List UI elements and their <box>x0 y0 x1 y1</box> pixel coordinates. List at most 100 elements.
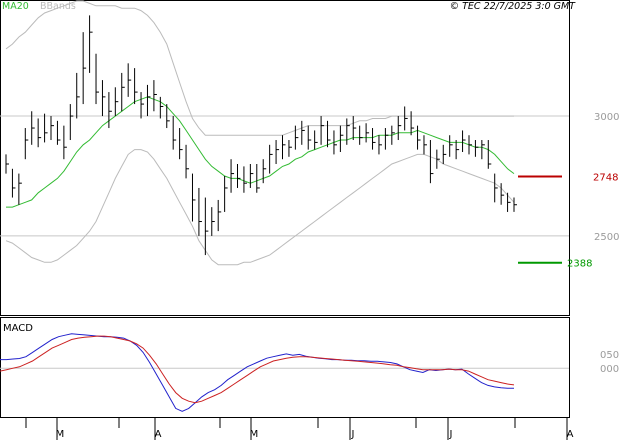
price-bar <box>211 207 215 236</box>
price-bar <box>462 130 466 153</box>
price-tick-label: 2500 <box>594 232 619 243</box>
ma20-series-line <box>6 96 515 208</box>
price-bar <box>18 173 22 205</box>
price-bar <box>269 144 273 174</box>
price-bar <box>365 123 370 143</box>
price-bar <box>37 118 42 148</box>
price-bar <box>31 111 35 145</box>
macd-panel-label: MACD <box>3 323 33 334</box>
price-bar <box>307 125 312 150</box>
price-bar <box>436 149 440 169</box>
price-bar <box>11 168 16 198</box>
price-levels: 2748 2388 <box>518 172 618 270</box>
price-bar <box>243 166 247 193</box>
y-tick-labels: 3000 2500 050 000 <box>594 112 619 375</box>
price-bar <box>121 72 125 112</box>
price-bar <box>230 159 235 193</box>
price-bar <box>76 72 80 119</box>
price-bar <box>404 106 408 131</box>
price-bar <box>275 140 280 164</box>
price-tick-label: 3000 <box>594 112 619 123</box>
resistance-level-label: 2748 <box>593 172 618 183</box>
x-tick-label: M <box>250 429 259 440</box>
bbands-legend-label: BBands <box>40 1 76 12</box>
macd-panel-frame <box>0 317 570 418</box>
price-bar <box>339 125 344 153</box>
signal-series-line <box>0 335 515 404</box>
macd-tick-label: 050 <box>600 350 619 361</box>
price-bar <box>320 116 325 145</box>
price-bar <box>359 125 363 145</box>
price-bar <box>333 130 337 155</box>
price-bar <box>500 183 505 205</box>
price-bar <box>378 135 382 155</box>
x-tick-label: J <box>449 429 453 440</box>
price-bar <box>513 197 517 212</box>
price-bar <box>50 116 55 141</box>
price-bars <box>5 15 517 256</box>
ma20-legend-label: MA20 <box>2 1 29 12</box>
price-bar <box>481 140 485 160</box>
copyright-text: © TEC 22/7/2025 3:0 GMT <box>450 1 577 12</box>
price-bar <box>397 116 402 141</box>
price-bar <box>372 128 376 150</box>
price-bar <box>5 154 9 174</box>
price-bar <box>63 125 67 160</box>
price-bar <box>198 187 202 236</box>
price-bar <box>507 192 511 212</box>
price-bar <box>114 87 119 117</box>
price-bar <box>56 120 61 145</box>
price-bar <box>423 135 427 155</box>
price-bar <box>249 163 254 188</box>
price-bar <box>262 159 267 184</box>
price-bar <box>185 144 190 179</box>
price-bar <box>172 116 177 150</box>
price-bar <box>256 163 260 193</box>
price-bar <box>217 199 222 232</box>
price-bar <box>410 111 415 136</box>
price-bar <box>101 80 106 117</box>
macd-series-line <box>0 333 514 412</box>
price-bar <box>327 120 331 148</box>
price-bar <box>442 144 447 164</box>
price-bar <box>455 140 460 160</box>
price-bar <box>146 84 151 117</box>
price-bar <box>494 173 498 203</box>
x-tick-label: A <box>567 429 574 440</box>
price-bar <box>159 96 164 119</box>
x-tick-label: J <box>351 429 355 440</box>
price-bar <box>89 15 93 73</box>
price-bar <box>134 68 138 105</box>
ma20-line <box>6 96 515 208</box>
price-bar <box>282 135 286 160</box>
price-bar <box>95 53 100 105</box>
price-bar <box>69 104 74 141</box>
price-panel-frame <box>0 0 570 316</box>
price-bar <box>449 135 453 157</box>
price-bar <box>191 173 196 222</box>
x-tick-label: M <box>56 429 65 440</box>
bollinger-bands <box>5 0 515 266</box>
price-bar <box>44 113 48 143</box>
price-bar <box>352 116 357 141</box>
price-bar <box>487 140 492 169</box>
price-bar <box>236 163 241 188</box>
bband-lower-line <box>5 149 515 266</box>
macd-tick-label: 000 <box>600 364 619 375</box>
price-bar <box>166 104 170 129</box>
grid-lines <box>0 115 569 369</box>
macd-lines <box>0 333 515 412</box>
price-bar <box>82 32 87 105</box>
price-bar <box>140 92 145 119</box>
bband-upper-line <box>5 0 514 136</box>
price-bar <box>179 128 183 160</box>
price-bar <box>288 140 292 157</box>
price-bar <box>204 197 209 256</box>
support-level-label: 2388 <box>567 259 592 270</box>
price-bar <box>346 118 350 145</box>
price-bar <box>301 120 305 145</box>
price-bar <box>314 130 318 150</box>
